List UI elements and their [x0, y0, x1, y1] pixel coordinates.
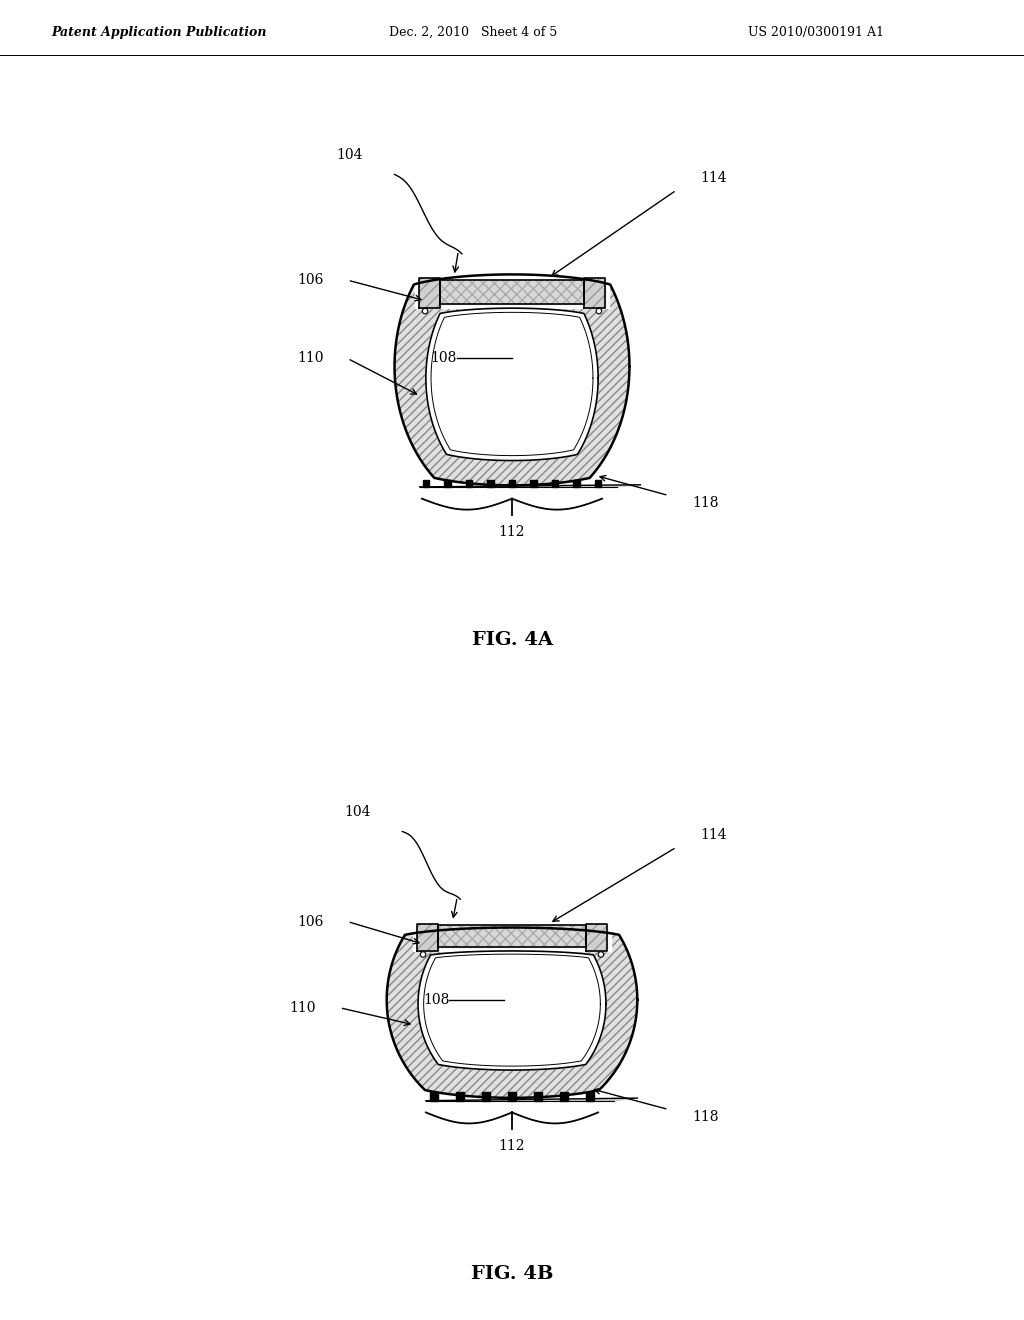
Text: 114: 114	[700, 172, 727, 185]
Polygon shape	[418, 950, 606, 1071]
Polygon shape	[420, 484, 640, 487]
Text: 112: 112	[499, 525, 525, 539]
Text: 104: 104	[344, 805, 371, 818]
Bar	[509, 480, 515, 487]
Text: Patent Application Publication: Patent Application Publication	[51, 26, 266, 40]
Circle shape	[422, 309, 428, 314]
Circle shape	[598, 952, 603, 957]
Bar	[587, 1092, 594, 1101]
Bar	[560, 1092, 568, 1101]
Text: 108: 108	[423, 993, 450, 1007]
Text: FIG. 4A: FIG. 4A	[471, 631, 553, 649]
Polygon shape	[426, 308, 598, 461]
Polygon shape	[387, 928, 637, 1098]
Text: 118: 118	[692, 496, 719, 511]
Circle shape	[421, 952, 426, 957]
Polygon shape	[426, 308, 598, 461]
Text: 106: 106	[298, 915, 324, 928]
Text: Dec. 2, 2010   Sheet 4 of 5: Dec. 2, 2010 Sheet 4 of 5	[389, 26, 557, 40]
Bar	[535, 1092, 542, 1101]
Polygon shape	[418, 950, 606, 1071]
Polygon shape	[587, 924, 607, 952]
Polygon shape	[585, 279, 605, 308]
Bar	[552, 480, 558, 487]
Polygon shape	[419, 279, 439, 308]
Polygon shape	[439, 280, 585, 304]
Text: 114: 114	[700, 829, 727, 842]
Bar	[508, 1092, 516, 1101]
Polygon shape	[426, 1098, 637, 1101]
Text: 110: 110	[298, 351, 324, 366]
Bar	[430, 1092, 437, 1101]
Text: 112: 112	[499, 1139, 525, 1152]
Text: 106: 106	[298, 273, 324, 288]
Text: 104: 104	[337, 148, 364, 162]
Bar	[573, 480, 580, 487]
Bar	[595, 480, 601, 487]
Bar	[444, 480, 451, 487]
Polygon shape	[394, 275, 630, 486]
Circle shape	[596, 309, 602, 314]
Bar	[456, 1092, 464, 1101]
Text: FIG. 4B: FIG. 4B	[471, 1265, 553, 1283]
Text: 108: 108	[431, 351, 457, 366]
Text: 118: 118	[692, 1110, 719, 1125]
Polygon shape	[416, 275, 608, 308]
Polygon shape	[417, 924, 437, 952]
Bar	[530, 480, 537, 487]
Bar	[487, 480, 494, 487]
Polygon shape	[414, 920, 610, 950]
Bar	[466, 480, 472, 487]
Polygon shape	[437, 925, 587, 946]
Text: 110: 110	[290, 1001, 316, 1015]
Bar	[423, 480, 429, 487]
Text: US 2010/0300191 A1: US 2010/0300191 A1	[748, 26, 884, 40]
Bar	[482, 1092, 489, 1101]
